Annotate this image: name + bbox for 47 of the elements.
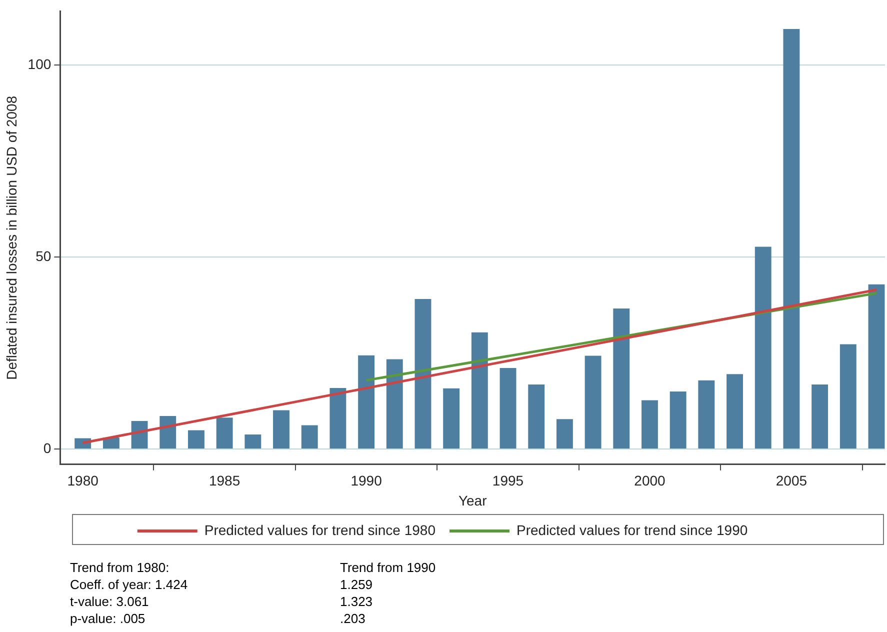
bar [188, 430, 204, 449]
bar [726, 374, 743, 449]
x-tick-label: 2005 [776, 472, 808, 489]
bar [840, 344, 856, 449]
bar [812, 384, 828, 449]
bar [528, 384, 545, 449]
bar [868, 284, 885, 449]
bar [386, 359, 403, 449]
bar [642, 400, 658, 449]
text: Trend from 1990 [340, 560, 437, 577]
x-axis-title: Year [458, 492, 488, 508]
bar [273, 410, 290, 449]
bar [244, 434, 262, 449]
bar [443, 388, 460, 449]
bar [670, 391, 686, 449]
text: 1.259 [340, 577, 374, 594]
bar [783, 29, 800, 449]
text: Trend from 1980: [70, 560, 170, 577]
bar [471, 332, 488, 449]
bar [500, 368, 516, 449]
y-axis-title: Deflated insured losses in billion USD of 2008 [3, 96, 20, 380]
bar [160, 416, 176, 449]
text: t-value: 3.061 [70, 594, 150, 611]
text: Coeff. of year: 1.424 [70, 577, 189, 594]
text: .203 [340, 611, 366, 628]
bar [613, 308, 630, 449]
x-tick-label: 1980 [67, 472, 99, 489]
text: p-value: .005 [70, 611, 146, 628]
bar [358, 355, 375, 449]
y-tick-label: 100 [28, 56, 52, 72]
x-tick-label: 2000 [634, 472, 666, 489]
bar [414, 298, 432, 449]
bar [698, 380, 715, 449]
legend-label: Predicted values for trend since 1980 [204, 522, 436, 538]
bar [584, 356, 602, 449]
x-tick-label: 1990 [350, 472, 382, 489]
bar [301, 425, 318, 449]
bar [330, 388, 346, 449]
text: 1.323 [340, 594, 374, 611]
y-tick-label: 0 [43, 440, 52, 456]
legend-label: Predicted values for trend since 1990 [516, 522, 748, 538]
x-tick-label: 1995 [492, 472, 524, 489]
bar [556, 419, 573, 449]
bar [216, 418, 233, 449]
bar [754, 246, 772, 449]
x-tick-label: 1985 [208, 472, 240, 489]
y-tick-label: 50 [36, 248, 52, 264]
